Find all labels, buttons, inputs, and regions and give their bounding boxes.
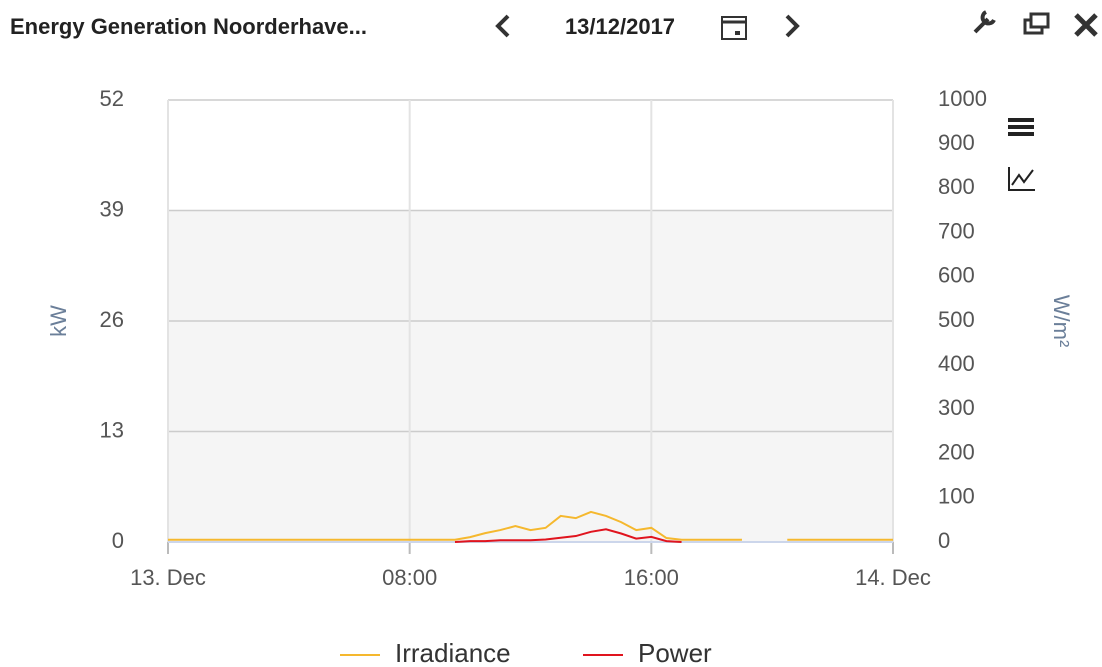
legend-label[interactable]: Irradiance	[395, 638, 511, 667]
y2-tick-label: 100	[938, 484, 975, 509]
plot-band	[168, 210, 893, 542]
close-button[interactable]	[1074, 13, 1098, 37]
calendar-button[interactable]	[721, 16, 747, 40]
y-tick-label: 39	[100, 196, 124, 221]
settings-button[interactable]	[973, 10, 996, 34]
y2-tick-label: 500	[938, 307, 975, 332]
chart-type-button[interactable]	[1008, 167, 1035, 191]
y2-tick-label: 900	[938, 130, 975, 155]
y2-tick-label: 200	[938, 439, 975, 464]
next-button[interactable]	[785, 14, 800, 38]
y2-tick-label: 400	[938, 351, 975, 376]
widget-title: Energy Generation Noorderhave...	[10, 14, 367, 39]
y2-tick-label: 600	[938, 263, 975, 288]
series-line	[168, 510, 893, 541]
x-tick-label: 08:00	[382, 565, 437, 590]
legend-label[interactable]: Power	[638, 638, 712, 667]
x-tick-label: 16:00	[624, 565, 679, 590]
x-tick-label: 13. Dec	[130, 565, 206, 590]
y2-tick-label: 800	[938, 174, 975, 199]
x-tick-label: 14. Dec	[855, 565, 931, 590]
series-line	[454, 528, 682, 543]
y2-tick-label: 0	[938, 528, 950, 553]
y-tick-label: 0	[112, 528, 124, 553]
y-tick-label: 26	[100, 307, 124, 332]
y-tick-label: 13	[100, 417, 124, 442]
y-tick-label: 52	[100, 86, 124, 111]
menu-button[interactable]	[1008, 118, 1034, 136]
y2-tick-label: 1000	[938, 86, 987, 111]
y2-tick-label: 700	[938, 218, 975, 243]
prev-button[interactable]	[495, 14, 510, 38]
y2-tick-label: 300	[938, 395, 975, 420]
y2-axis-title: W/m²	[1049, 295, 1074, 348]
y-axis-title: kW	[46, 305, 71, 337]
date: 13/12/2017	[565, 14, 675, 39]
popout-button[interactable]	[1023, 12, 1050, 35]
